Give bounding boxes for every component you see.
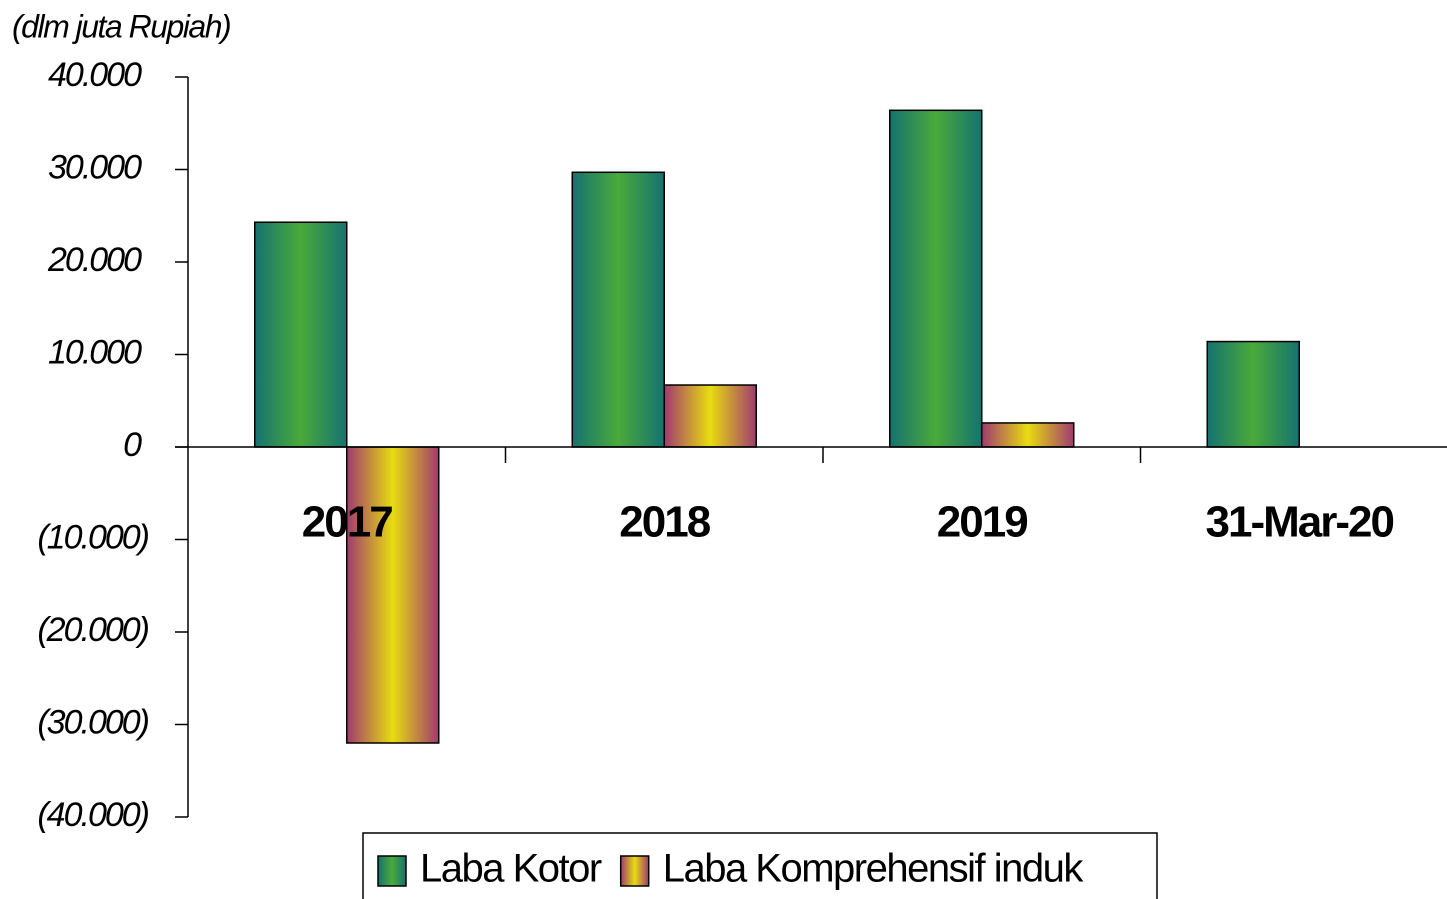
bar xyxy=(981,422,1075,448)
bar xyxy=(889,109,983,448)
x-tick-label: 2019 xyxy=(937,498,1027,547)
y-tick-label: (40.000) xyxy=(37,796,148,834)
y-tick-label: (10.000) xyxy=(37,518,148,556)
y-tick-label: (30.000) xyxy=(37,703,148,741)
legend-swatch xyxy=(377,855,407,887)
x-tick-label: 2017 xyxy=(302,498,392,547)
x-tick-label: 2018 xyxy=(619,498,710,547)
legend-label: Laba Komprehensif induk xyxy=(663,847,1085,891)
bar xyxy=(571,171,665,448)
y-axis-label: (dlm juta Rupiah) xyxy=(12,8,230,44)
y-tick-label: 10.000 xyxy=(48,333,142,371)
y-tick-label: 0 xyxy=(123,426,142,464)
legend-label: Laba Kotor xyxy=(420,847,602,891)
legend-swatch xyxy=(619,855,650,887)
bar xyxy=(663,384,757,448)
y-tick-label: 40.000 xyxy=(48,56,142,94)
legend-box xyxy=(362,832,1158,899)
y-tick-label: 30.000 xyxy=(48,148,142,186)
bar xyxy=(1206,340,1300,448)
bar xyxy=(346,446,440,744)
y-tick-label: 20.000 xyxy=(47,241,142,279)
bar xyxy=(254,221,348,448)
x-tick-label: 31-Mar-20 xyxy=(1206,498,1394,547)
y-tick-label: (20.000) xyxy=(37,611,148,649)
